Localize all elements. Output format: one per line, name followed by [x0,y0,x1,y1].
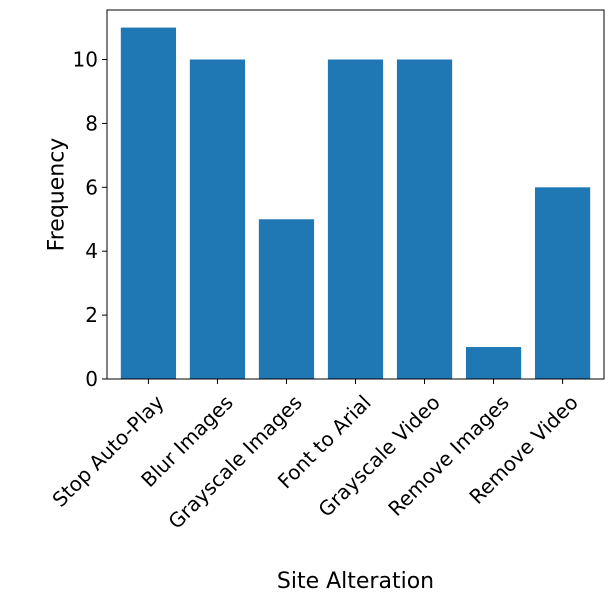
bar-stop-auto-play [120,27,177,379]
x-tick-label: Grayscale Images [163,390,306,533]
y-tick-label: 2 [85,303,98,327]
y-tick-label: 4 [85,239,98,263]
y-tick-label: 0 [85,367,98,391]
bar-blur-images [189,59,246,380]
bar-font-to-arial [327,59,384,380]
y-tick-label: 10 [73,48,98,72]
x-tick-label: Stop Auto-Play [47,390,168,511]
x-tick-label: Grayscale Video [313,390,444,521]
bar-grayscale-video [396,59,453,380]
bar-remove-video [534,187,591,379]
bar-grayscale-images [258,219,315,379]
y-tick-label: 8 [85,111,98,135]
bar-remove-images [465,347,522,379]
x-axis-label: Site Alteration [277,569,434,594]
y-axis-label: Frequency [45,138,70,252]
x-tick-label: Remove Images [383,390,514,521]
y-tick-label: 6 [85,175,98,199]
